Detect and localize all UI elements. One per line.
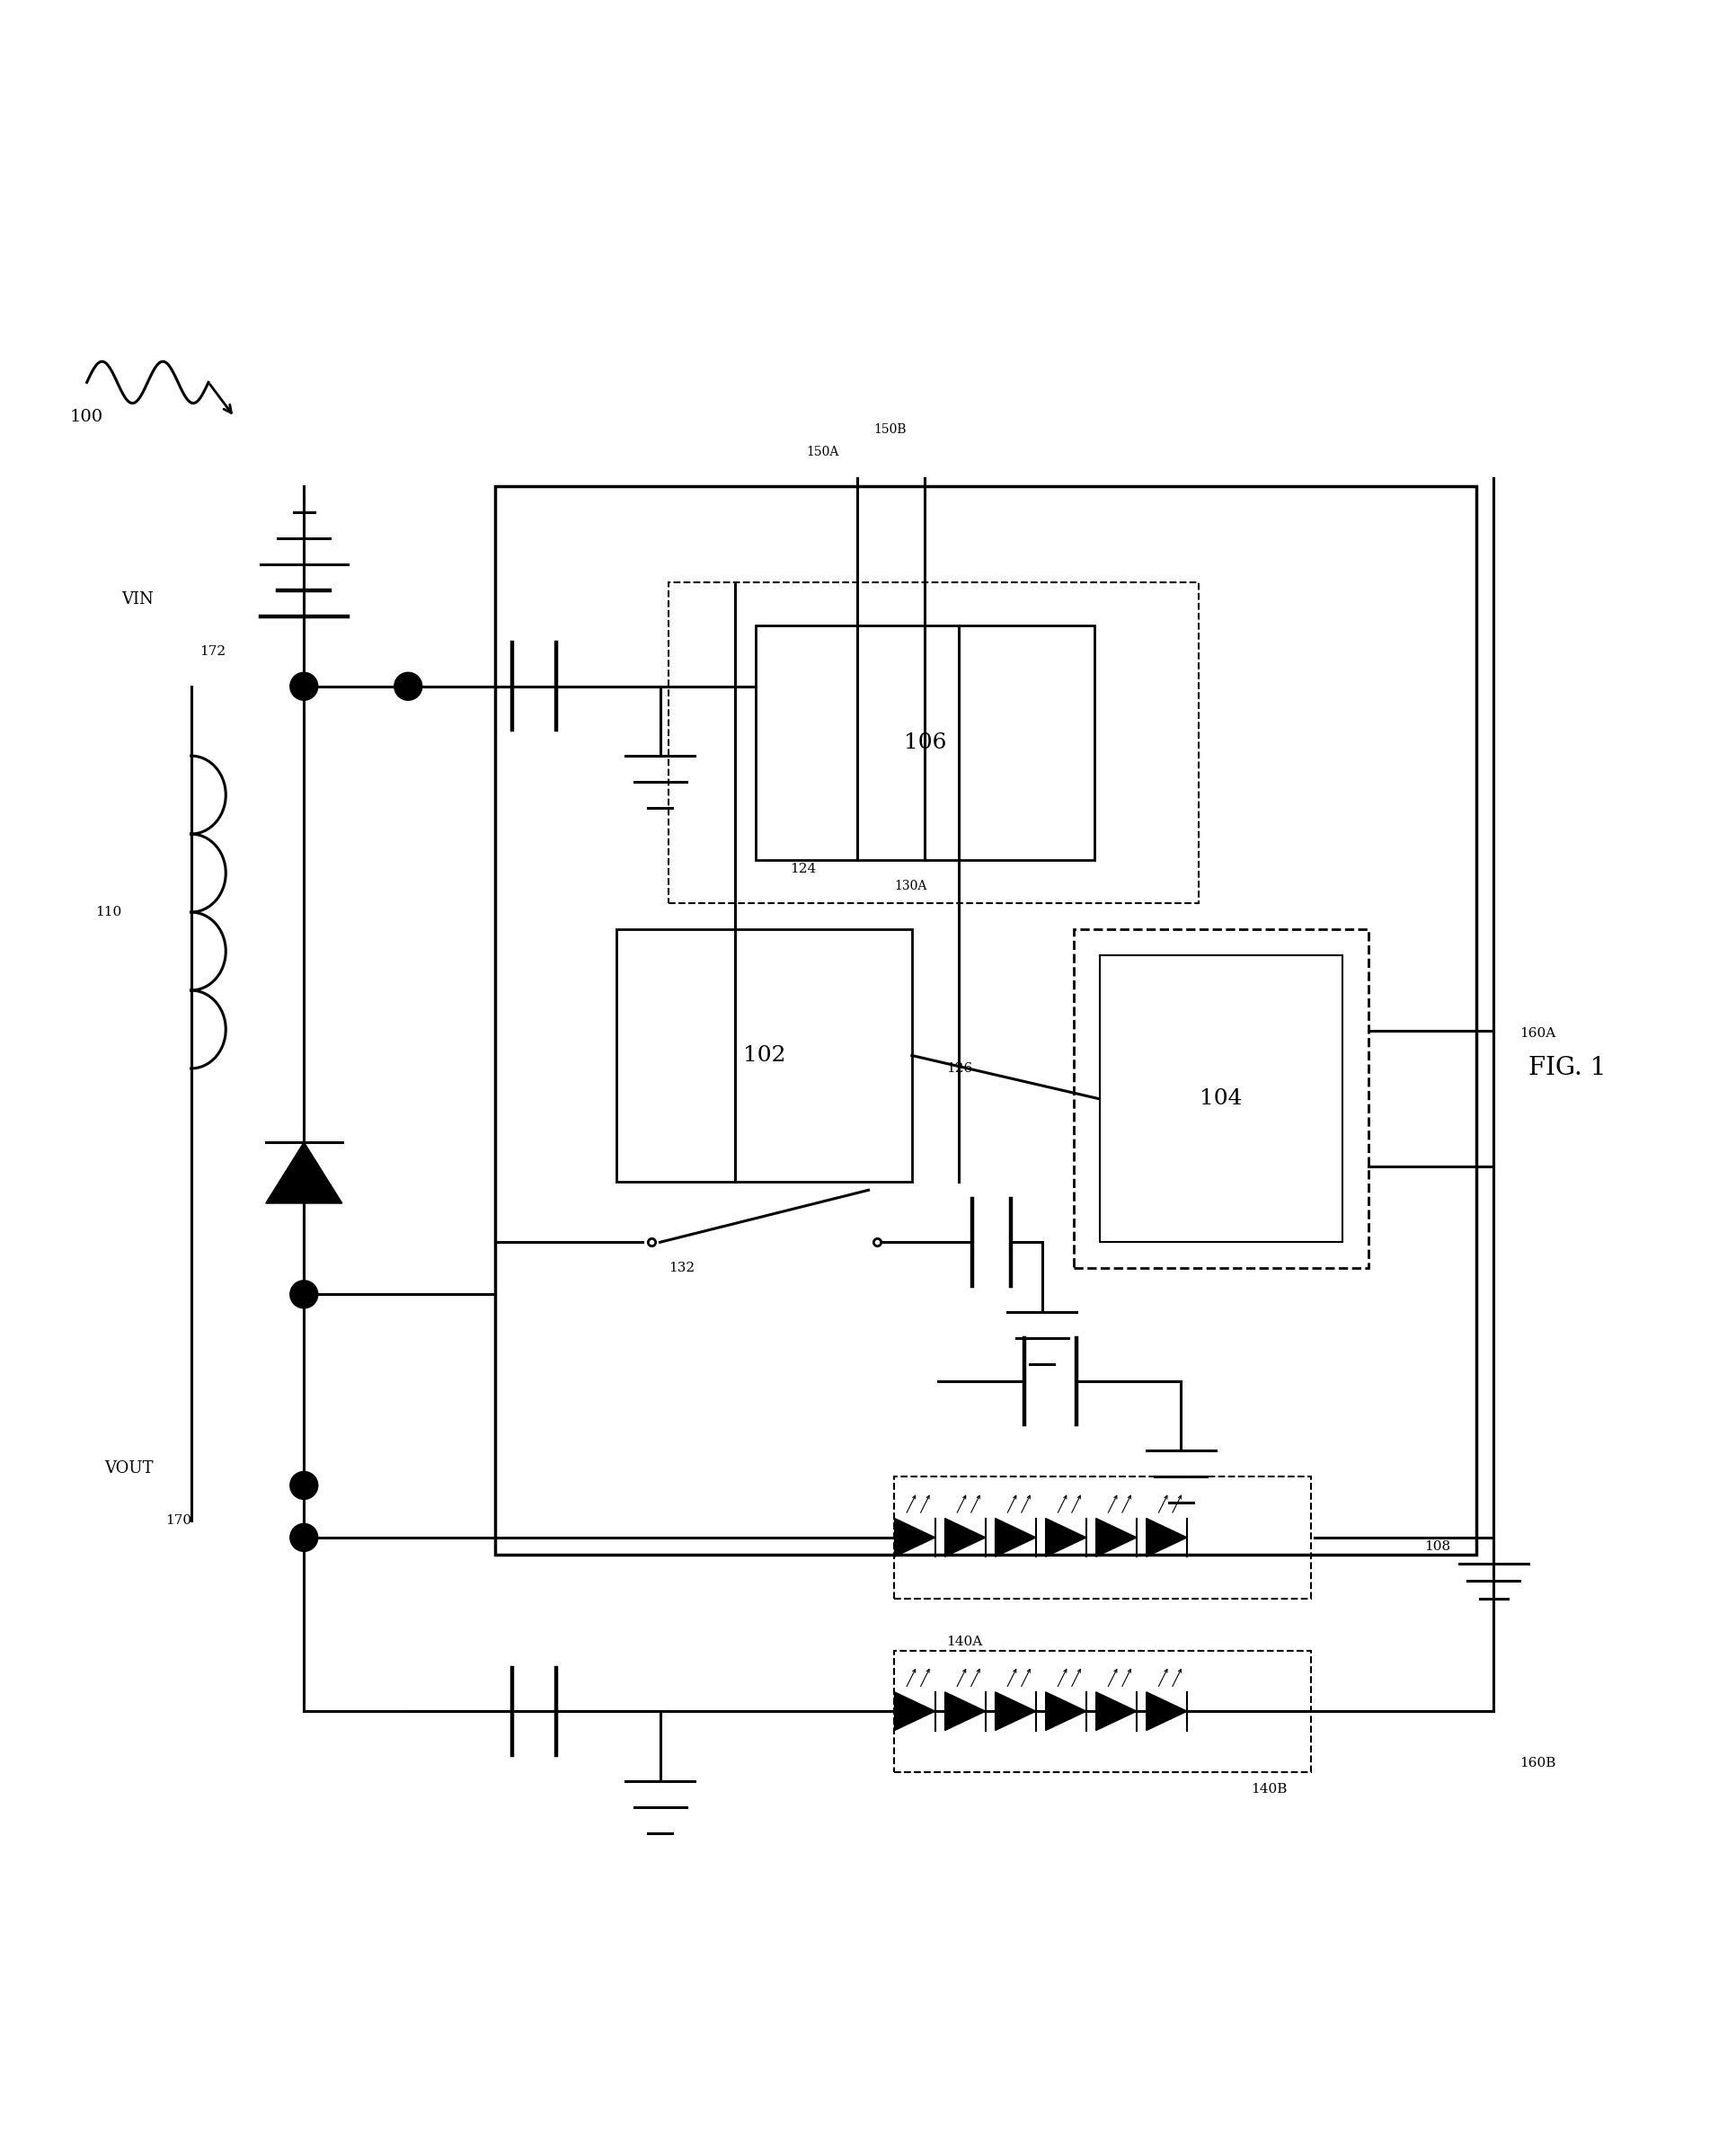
Circle shape (290, 673, 318, 701)
Bar (1073, 930, 1368, 1267)
Text: 160A: 160A (1519, 1028, 1555, 1041)
Circle shape (290, 1280, 318, 1308)
Bar (755, 626, 1094, 859)
Polygon shape (1045, 1517, 1085, 1556)
Polygon shape (1146, 1517, 1186, 1556)
Text: 124: 124 (790, 863, 816, 874)
Bar (616, 930, 911, 1182)
Polygon shape (944, 1517, 984, 1556)
Polygon shape (1095, 1693, 1135, 1731)
Text: 100: 100 (69, 408, 102, 425)
Text: VOUT: VOUT (104, 1460, 153, 1477)
Text: 160B: 160B (1519, 1757, 1555, 1769)
Text: 130A: 130A (894, 880, 927, 893)
Polygon shape (995, 1693, 1035, 1731)
Text: FIG. 1: FIG. 1 (1528, 1056, 1606, 1081)
Polygon shape (1146, 1693, 1186, 1731)
Circle shape (290, 1472, 318, 1500)
Bar (894, 1650, 1311, 1772)
Text: 110: 110 (95, 906, 122, 919)
Bar (495, 487, 1476, 1556)
Circle shape (394, 673, 422, 701)
Text: 126: 126 (946, 1062, 972, 1075)
Polygon shape (1095, 1517, 1135, 1556)
Polygon shape (995, 1517, 1035, 1556)
Polygon shape (944, 1693, 984, 1731)
Text: 140A: 140A (946, 1635, 983, 1648)
Text: 106: 106 (903, 733, 946, 752)
Text: 150B: 150B (873, 423, 906, 436)
Circle shape (290, 1524, 318, 1551)
Polygon shape (266, 1141, 342, 1203)
Polygon shape (894, 1517, 934, 1556)
Polygon shape (1045, 1693, 1085, 1731)
Bar (1099, 955, 1342, 1242)
Text: 140B: 140B (1250, 1782, 1286, 1795)
Bar (894, 1477, 1311, 1598)
Text: VIN: VIN (122, 592, 153, 607)
Text: 104: 104 (1200, 1088, 1241, 1109)
Text: 150A: 150A (806, 444, 838, 457)
Text: 172: 172 (200, 645, 226, 658)
Text: 170: 170 (165, 1513, 191, 1526)
Text: 132: 132 (668, 1263, 694, 1274)
Text: 102: 102 (743, 1045, 785, 1066)
Bar (668, 581, 1198, 904)
Text: 108: 108 (1424, 1541, 1450, 1551)
Polygon shape (894, 1693, 934, 1731)
